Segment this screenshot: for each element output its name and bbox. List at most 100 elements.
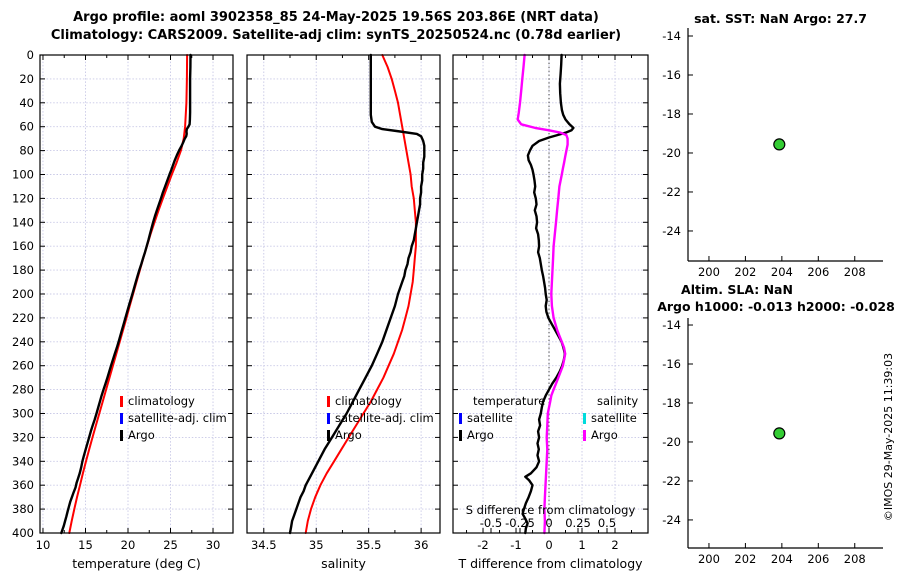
legend-label: satellite-adj. clim <box>128 411 227 425</box>
argo-salinity-line <box>288 53 426 535</box>
depth-tick-label: 100 <box>12 168 34 182</box>
longitude-tick-label: 202 <box>734 265 756 279</box>
legend-item: Argo <box>120 427 227 444</box>
argo-line-swatch <box>327 430 330 441</box>
argo-line-swatch <box>459 430 462 441</box>
legend-item: satellite-adj. clim <box>120 410 227 427</box>
depth-tick-label: 400 <box>12 526 34 540</box>
longitude-tick-label: 200 <box>698 552 720 566</box>
latitude-tick-label: -24 <box>662 224 681 238</box>
legend-label: Argo <box>591 428 618 442</box>
longitude-tick-label: 202 <box>734 552 756 566</box>
depth-tick-label: 220 <box>12 311 34 325</box>
sst-map: -14 -16 -18 -20 -22 -24 200 202 204 206 208 <box>662 28 883 279</box>
depth-tick-label: 20 <box>19 72 34 86</box>
satellite-line-swatch <box>459 413 462 424</box>
depth-tick-label: 260 <box>12 359 34 373</box>
difference-salinity-legend: salinity satellite Argo <box>583 393 638 444</box>
longitude-tick-label: 206 <box>807 552 829 566</box>
satellite-adj-line-swatch <box>327 413 330 424</box>
climatology-line-swatch <box>120 396 123 407</box>
argo-temperature-difference-line <box>521 53 575 535</box>
copyright-watermark: ©IMOS 29-May-2025 11:39:03 <box>882 352 895 522</box>
x-tick-label: 1 <box>578 538 585 552</box>
secondary-tick-label: -0.25 <box>505 516 535 530</box>
depth-tick-label: 340 <box>12 454 34 468</box>
satellite-salinity-line-swatch <box>583 413 586 424</box>
depth-tick-label: 80 <box>19 144 34 158</box>
legend-label: Argo <box>335 428 362 442</box>
depth-tick-label: 380 <box>12 502 34 516</box>
temperature-axis-label: temperature (deg C) <box>72 556 201 571</box>
climatology-line-swatch <box>327 396 330 407</box>
longitude-tick-label: 204 <box>771 552 793 566</box>
latitude-tick-label: -16 <box>662 68 681 82</box>
x-tick-label: 34.5 <box>251 538 277 552</box>
legend-item: satellite <box>583 410 638 427</box>
sst-map-title: sat. SST: NaN Argo: 27.7 <box>694 11 867 26</box>
depth-tick-label: 40 <box>19 96 34 110</box>
temperature-legend: climatology satellite-adj. clim Argo <box>120 393 227 444</box>
x-tick-label: 35 <box>309 538 324 552</box>
latitude-tick-label: -22 <box>662 185 681 199</box>
secondary-tick-label: 0.25 <box>565 516 591 530</box>
legend-item: Argo <box>327 427 434 444</box>
x-tick-label: 20 <box>121 538 136 552</box>
legend-group-title: temperature <box>473 394 546 408</box>
legend-label: Argo <box>467 428 494 442</box>
sla-map-subtitle: Argo h1000: -0.013 h2000: -0.028 <box>657 299 895 314</box>
depth-tick-label: 280 <box>12 383 34 397</box>
argo-salinity-difference-line <box>516 53 569 535</box>
legend-label: climatology <box>335 394 402 408</box>
longitude-tick-label: 204 <box>771 265 793 279</box>
argo-temperature-line <box>60 53 192 535</box>
main-header: Argo profile: aoml 3902358_85 24-May-202… <box>6 9 666 45</box>
legend-item: satellite <box>459 410 545 427</box>
legend-label: satellite <box>467 411 513 425</box>
legend-label: climatology <box>128 394 195 408</box>
longitude-tick-label: 208 <box>844 265 866 279</box>
latitude-tick-label: -14 <box>662 318 681 332</box>
salinity-legend: climatology satellite-adj. clim Argo <box>327 393 434 444</box>
x-tick-label: -1 <box>510 538 521 552</box>
salinity-profile: 34.5 35 35.5 36 <box>246 53 441 552</box>
secondary-tick-label: 0 <box>545 516 552 530</box>
header-line-2: Climatology: CARS2009. Satellite-adj cli… <box>50 28 622 43</box>
sla-map: -14 -16 -18 -20 -22 -24 200 202 204 206 208 <box>662 318 883 566</box>
t-difference-axis-label: T difference from climatology <box>458 556 643 571</box>
depth-tick-label: 0 <box>27 48 34 62</box>
depth-tick-label: 60 <box>19 120 34 134</box>
depth-tick-label: 140 <box>12 215 34 229</box>
latitude-tick-label: -14 <box>662 29 681 43</box>
secondary-tick-label: -0.5 <box>480 516 502 530</box>
latitude-tick-label: -20 <box>662 146 681 160</box>
argo-float-position-marker <box>773 138 786 151</box>
legend-item: Argo <box>583 427 638 444</box>
latitude-tick-label: -18 <box>662 396 681 410</box>
x-tick-label: 10 <box>36 538 51 552</box>
argo-float-position-marker <box>773 427 786 440</box>
longitude-tick-label: 206 <box>807 265 829 279</box>
longitude-tick-label: 200 <box>698 265 720 279</box>
depth-tick-label: 240 <box>12 335 34 349</box>
x-tick-label: 15 <box>78 538 93 552</box>
depth-tick-label: 300 <box>12 407 34 421</box>
latitude-tick-label: -22 <box>662 474 681 488</box>
legend-item: climatology <box>327 393 434 410</box>
latitude-tick-label: -24 <box>662 513 681 527</box>
secondary-axis-label: S difference from climatology <box>466 503 636 517</box>
satellite-adj-line-swatch <box>120 413 123 424</box>
depth-tick-label: 160 <box>12 239 34 253</box>
difference-temperature-legend: temperature satellite Argo <box>459 393 545 444</box>
x-tick-label: 25 <box>163 538 178 552</box>
legend-item: satellite-adj. clim <box>327 410 434 427</box>
depth-tick-label: 360 <box>12 478 34 492</box>
legend-item: climatology <box>120 393 227 410</box>
legend-label: satellite <box>591 411 637 425</box>
latitude-tick-label: -20 <box>662 435 681 449</box>
depth-tick-label: 180 <box>12 263 34 277</box>
x-tick-label: 35.5 <box>356 538 382 552</box>
legend-label: Argo <box>128 428 155 442</box>
